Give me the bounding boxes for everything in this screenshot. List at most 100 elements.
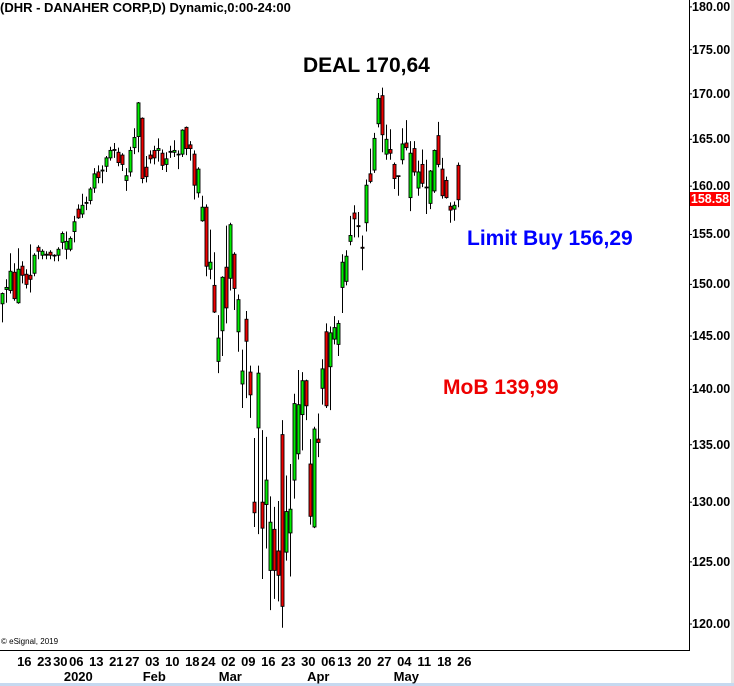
x-tick-label: 11 [417, 654, 432, 669]
candle-body [212, 284, 217, 313]
candle-body [24, 273, 29, 285]
candle-body [172, 149, 177, 153]
candle-body [244, 318, 249, 342]
x-tick-label: 13 [337, 654, 352, 669]
candle-body [92, 173, 97, 189]
candle-body [192, 153, 197, 186]
y-tick-label: 155.00 [692, 227, 731, 242]
candle-body [240, 370, 245, 385]
candle-body [176, 153, 181, 156]
candle-body [392, 163, 397, 180]
candle-body [256, 372, 261, 429]
candle-body [228, 224, 233, 279]
candle-body [224, 266, 229, 309]
candle-body [336, 322, 341, 345]
limit-buy-annotation: Limit Buy 156,29 [467, 227, 633, 250]
candle-body [252, 501, 257, 514]
candle-body [12, 271, 17, 300]
candle-body [284, 511, 289, 553]
candle-body [260, 501, 265, 529]
candle-body [8, 270, 13, 291]
candle-body [424, 186, 429, 189]
candle-body [36, 246, 41, 252]
chart-title: (DHR - DANAHER CORP,D) Dynamic,0:00-24:0… [0, 0, 291, 15]
candle-body [128, 149, 133, 173]
candle-body [96, 171, 101, 179]
candle-body [80, 204, 85, 215]
candle-body [168, 150, 173, 153]
y-tick-label: 145.00 [692, 328, 731, 343]
x-tick-label: 23 [281, 654, 296, 669]
candle-body [416, 171, 421, 189]
candle-body [32, 254, 37, 274]
y-tick-label: 165.00 [692, 132, 731, 147]
x-tick-label: 02 [221, 654, 236, 669]
candle-body [112, 149, 117, 151]
y-tick-label: 120.00 [692, 617, 731, 631]
candle-body [304, 380, 309, 407]
x-tick-label: 16 [261, 654, 276, 669]
x-tick-label: 27 [125, 654, 140, 669]
candle-body [180, 129, 185, 155]
x-tick-label: 21 [109, 654, 124, 669]
candle-body [64, 240, 69, 250]
candle-body [432, 149, 437, 192]
x-month-label: May [393, 669, 419, 684]
candle-body [204, 206, 209, 267]
copyright-text: © eSignal, 2019 [1, 637, 59, 646]
candle-body [40, 250, 45, 256]
candle-body [68, 237, 73, 250]
x-tick-label: 03 [145, 654, 160, 669]
candle-body [440, 168, 445, 197]
candle-body [236, 299, 241, 333]
x-tick-label: 06 [69, 654, 84, 669]
candle-body [44, 253, 49, 256]
candle-body [328, 332, 333, 368]
candle-body [388, 149, 393, 154]
candle-body [280, 434, 285, 607]
candle-body [396, 175, 401, 177]
x-month-label: 2020 [63, 669, 93, 684]
candle-body [0, 293, 5, 305]
candle-body [100, 169, 105, 172]
candle-body [152, 149, 157, 159]
x-tick-label: 27 [377, 654, 392, 669]
candle-body [452, 204, 457, 210]
candle-body [84, 201, 89, 204]
y-tick-label: 150.00 [692, 277, 731, 292]
y-tick-label: 180.00 [692, 0, 731, 14]
y-tick-label: 125.00 [692, 554, 731, 569]
candle-body [404, 142, 409, 149]
candle-body [300, 380, 305, 416]
candle-body [248, 371, 253, 396]
candle-body [184, 126, 189, 150]
candle-body [124, 175, 129, 181]
candle-body [324, 331, 329, 407]
candle-body [196, 168, 201, 194]
candle-body [448, 205, 453, 211]
x-month-label: Apr [307, 669, 330, 684]
candle-body [356, 225, 361, 228]
x-tick-label: 06 [321, 654, 336, 669]
candle-body [188, 144, 193, 150]
candle-body [316, 438, 321, 443]
candle-body [76, 208, 81, 219]
candle-body [332, 327, 337, 340]
x-tick-label: 30 [53, 654, 68, 669]
candle-body [140, 117, 145, 180]
bottom-scrollbar-strip[interactable] [0, 683, 734, 686]
candle-body [364, 184, 369, 224]
candle-body [220, 276, 225, 332]
candle-body [120, 154, 125, 165]
candle-body [444, 180, 449, 199]
candle-body [360, 246, 365, 249]
x-tick-label: 20 [357, 654, 372, 669]
candle-body [320, 368, 325, 389]
x-month-label: Feb [142, 669, 166, 684]
candle-body [20, 265, 25, 276]
y-tick-label: 160.00 [692, 179, 731, 194]
candle-body [368, 173, 373, 182]
window-border [731, 0, 734, 686]
candle-body [352, 212, 357, 220]
